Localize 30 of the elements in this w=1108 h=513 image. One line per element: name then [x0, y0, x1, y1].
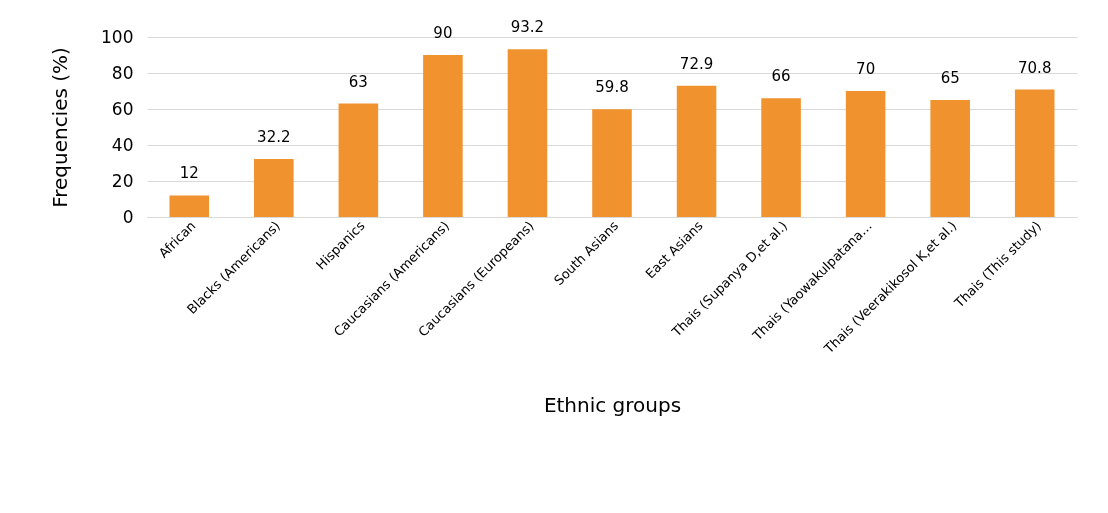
data-label: 32.2	[257, 128, 291, 147]
bar	[761, 98, 801, 217]
data-label: 12	[179, 164, 199, 183]
y-tick-label: 20	[111, 170, 134, 191]
data-label: 65	[940, 69, 960, 87]
bar	[254, 159, 294, 217]
data-label: 90	[433, 24, 453, 42]
data-label: 70	[856, 60, 876, 78]
x-axis-title: Ethnic groups	[543, 393, 682, 418]
y-axis-title: Frequencies (%)	[48, 47, 73, 208]
bar	[338, 103, 379, 217]
data-label: 72.9	[679, 54, 714, 73]
y-tick-label: 0	[122, 206, 134, 227]
data-label: 63	[348, 72, 368, 91]
bar	[507, 49, 548, 217]
bar	[676, 85, 717, 217]
y-tick-label: 80	[111, 62, 134, 83]
y-tick-label: 100	[101, 26, 134, 47]
y-tick-label: 40	[111, 134, 134, 155]
data-label: 70.8	[1018, 58, 1052, 77]
data-label: 59.8	[595, 78, 629, 97]
bar	[845, 91, 886, 217]
bar	[930, 100, 970, 217]
bar	[1014, 89, 1055, 217]
data-label: 66	[771, 67, 791, 86]
bar	[423, 55, 463, 217]
bar	[592, 109, 632, 217]
bar	[169, 195, 210, 217]
y-tick-label: 60	[111, 98, 134, 119]
data-label: 93.2	[510, 18, 545, 37]
